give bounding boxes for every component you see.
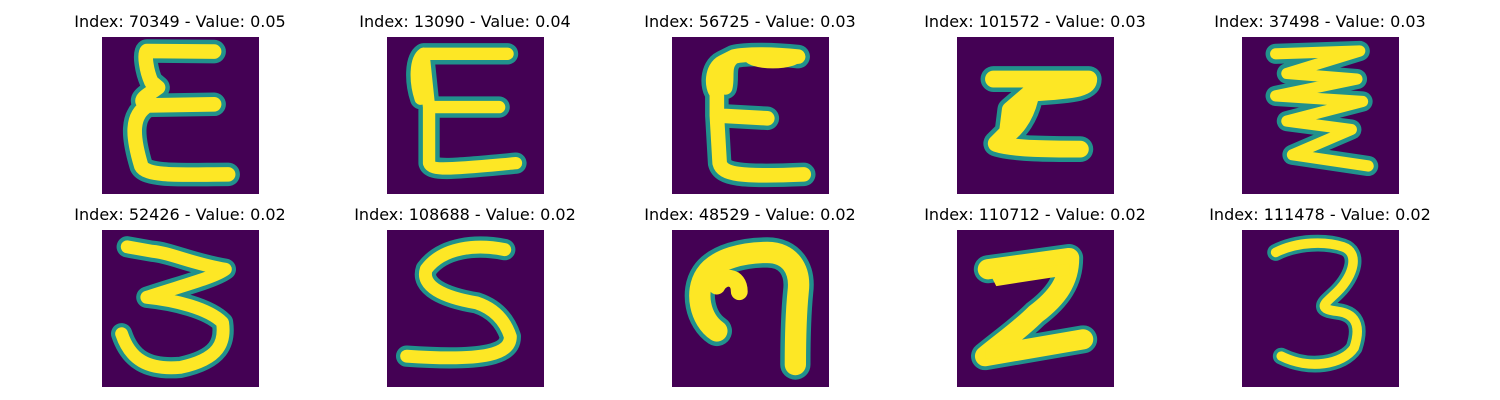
panel-8: Index: 48529 - Value: 0.02: [600, 205, 900, 395]
panel-title: Index: 37498 - Value: 0.03: [1214, 12, 1426, 31]
digit-image: [672, 37, 829, 194]
panel-1: Index: 70349 - Value: 0.05: [30, 12, 330, 202]
panel-10: Index: 111478 - Value: 0.02: [1170, 205, 1470, 395]
digit-image: [387, 230, 544, 387]
panel-5: Index: 37498 - Value: 0.03: [1170, 12, 1470, 202]
panel-title: Index: 56725 - Value: 0.03: [644, 12, 856, 31]
panel-7: Index: 108688 - Value: 0.02: [315, 205, 615, 395]
digit-image: [672, 230, 829, 387]
panel-2: Index: 13090 - Value: 0.04: [315, 12, 615, 202]
panel-title: Index: 52426 - Value: 0.02: [74, 205, 286, 224]
digit-image: [102, 230, 259, 387]
digit-image: [957, 37, 1114, 194]
panel-title: Index: 48529 - Value: 0.02: [644, 205, 856, 224]
digit-image: [957, 230, 1114, 387]
digit-image: [102, 37, 259, 194]
panel-4: Index: 101572 - Value: 0.03: [885, 12, 1185, 202]
panel-title: Index: 101572 - Value: 0.03: [924, 12, 1146, 31]
digit-image: [387, 37, 544, 194]
panel-title: Index: 108688 - Value: 0.02: [354, 205, 576, 224]
panel-title: Index: 70349 - Value: 0.05: [74, 12, 286, 31]
panel-6: Index: 52426 - Value: 0.02: [30, 205, 330, 395]
panel-title: Index: 13090 - Value: 0.04: [359, 12, 571, 31]
digit-image: [1242, 37, 1399, 194]
digit-image: [1242, 230, 1399, 387]
panel-9: Index: 110712 - Value: 0.02: [885, 205, 1185, 395]
panel-title: Index: 110712 - Value: 0.02: [924, 205, 1146, 224]
panel-title: Index: 111478 - Value: 0.02: [1209, 205, 1431, 224]
panel-3: Index: 56725 - Value: 0.03: [600, 12, 900, 202]
